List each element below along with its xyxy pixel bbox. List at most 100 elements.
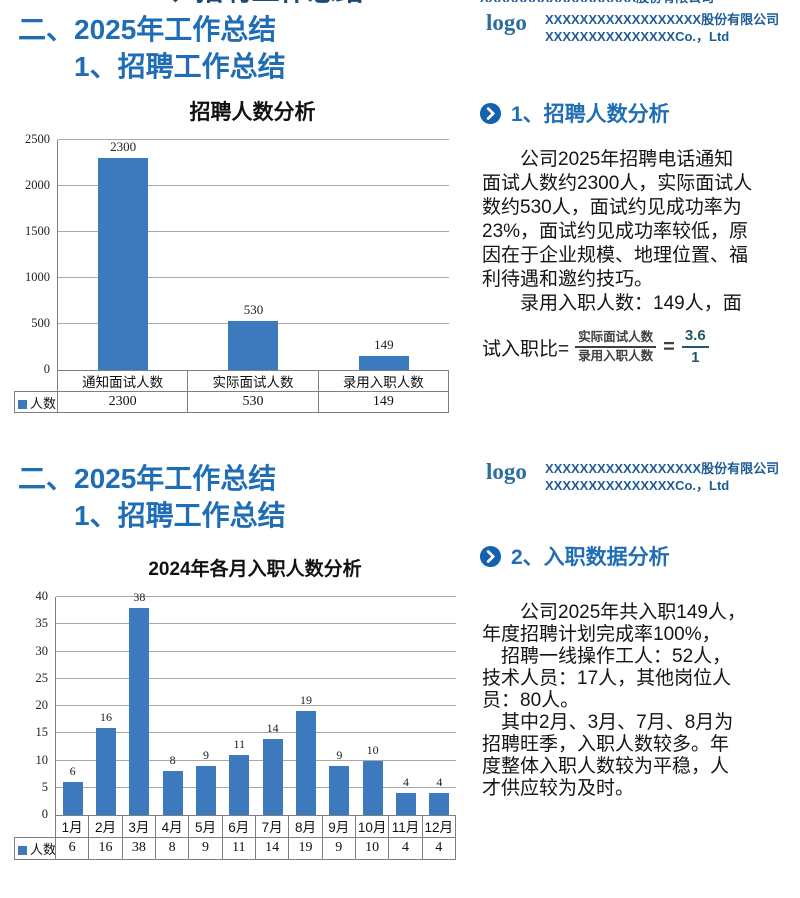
- paragraph-line: 其中2月、3月、7月、8月为: [482, 712, 734, 733]
- bar: [62, 782, 83, 815]
- value-cell: 19: [288, 836, 323, 860]
- category-cell: 4月: [154, 815, 190, 838]
- paragraph-line: 度整体入职人数较为平稳，人: [482, 756, 730, 777]
- category-cell: 录用入职人数: [317, 370, 449, 392]
- value-cell: 4: [421, 836, 456, 860]
- bar: [395, 793, 416, 815]
- bar: [358, 356, 409, 370]
- cropped-previous-title-fragment: 1、招聘工作总结: [152, 0, 452, 7]
- bar-column: 14: [256, 597, 289, 815]
- y-axis-tick-label: 20: [35, 698, 49, 712]
- gridline: [56, 623, 456, 625]
- legend-label: 人数: [30, 395, 57, 411]
- gridline: [56, 677, 456, 679]
- bar: [98, 158, 149, 370]
- paragraph-line: 公司2025年招聘电话通知: [482, 149, 734, 170]
- bar-value-label: 4: [402, 775, 409, 790]
- category-cell: 10月: [354, 815, 390, 838]
- table-corner-spacer: [15, 371, 58, 392]
- y-axis-tick-label: 15: [35, 725, 49, 740]
- formula-lead-text: 试入职比=: [482, 338, 570, 360]
- section-heading-2: 2、入职数据分析: [479, 541, 670, 571]
- section-heading-text: 2、入职数据分析: [511, 546, 670, 569]
- bar: [295, 711, 316, 815]
- bar: [95, 727, 116, 815]
- bar-value-label: 2300: [110, 139, 137, 155]
- category-cell: 5月: [188, 815, 223, 838]
- slide-title-line2: 1、招聘工作总结: [74, 500, 286, 531]
- bar-value-label: 14: [266, 720, 279, 735]
- bar: [195, 765, 216, 815]
- company-name-block: XXXXXXXXXXXXXXXXXX股份有限公司 XXXXXXXXXXXXXXX…: [545, 11, 779, 45]
- value-cell: 9: [188, 836, 223, 860]
- category-cell: 6月: [221, 815, 256, 838]
- slide-title-line2: 1、招聘工作总结: [74, 51, 286, 82]
- category-cell: 1月: [54, 815, 90, 838]
- bar-column: 38: [123, 590, 156, 815]
- company-name-en: XXXXXXXXXXXXXXXCo.，Ltd: [545, 29, 730, 44]
- bar-value-label: 6: [69, 764, 76, 779]
- value-cell: 11: [221, 836, 256, 860]
- gridline: [56, 705, 456, 706]
- formula-result-fraction: 3.6 1: [681, 326, 709, 369]
- result-denominator: 1: [691, 349, 700, 367]
- bar-column: 10: [356, 597, 389, 815]
- bar-column: 149: [319, 140, 449, 370]
- section-heading-text: 1、招聘人数分析: [511, 103, 670, 126]
- bar-value-label: 11: [233, 737, 246, 752]
- fraction-denominator: 录用入职人数: [578, 349, 654, 364]
- paragraph-line: 员：80人。: [482, 690, 580, 711]
- gridline: [58, 231, 449, 232]
- chart-title: 招聘人数分析: [189, 101, 316, 124]
- chart-data-table: 通知面试人数 实际面试人数 录用入职人数 人数 2300 530 149: [14, 370, 449, 413]
- paragraph-line: 录用入职人数：149人，面: [482, 293, 742, 314]
- bar-value-label: 10: [366, 742, 379, 757]
- legend-label: 人数: [30, 841, 56, 857]
- value-cell: 530: [187, 391, 319, 413]
- y-axis-tick-label: 500: [31, 316, 50, 330]
- paragraph-line: 因在于企业规模、地理位置、福: [482, 245, 749, 266]
- category-cell: 实际面试人数: [187, 370, 319, 392]
- gridline: [56, 650, 456, 652]
- value-cell: 2300: [56, 391, 189, 413]
- bar-column: 9: [189, 597, 222, 815]
- logo-text: logo: [486, 10, 527, 35]
- gridline: [56, 759, 456, 761]
- value-cell: 149: [317, 391, 449, 413]
- paragraph-line: 公司2025年共入职149人，: [482, 602, 746, 623]
- legend-cell: 人数: [14, 836, 56, 860]
- bar: [129, 607, 150, 815]
- analysis-paragraph: 公司2025年共入职149人， 年度招聘计划完成率100%， 招聘一线操作工人：5…: [482, 602, 800, 800]
- y-axis-tick-label: 0: [43, 362, 50, 376]
- category-cell: 7月: [254, 815, 290, 838]
- paragraph-line: 招聘旺季，入职人数较多。年: [482, 734, 730, 755]
- bar: [228, 321, 279, 370]
- paragraph-line: 年度招聘计划完成率100%，: [482, 624, 721, 645]
- interview-hire-ratio-formula: 试入职比= 实际面试人数 录用入职人数 = 3.6 1: [482, 326, 709, 369]
- chart-title: 2024年各月入职人数分析: [148, 559, 362, 580]
- bar-column: 9: [323, 597, 356, 815]
- fraction-numerator: 实际面试人数: [575, 329, 657, 349]
- bar: [229, 755, 250, 815]
- bar-column: 16: [89, 597, 122, 815]
- paragraph-line: 招聘一线操作工人：52人，: [482, 646, 732, 667]
- bar-value-label: 9: [336, 747, 343, 762]
- bar: [329, 765, 350, 815]
- paragraph-line: 面试人数约2300人，实际面试人: [482, 173, 753, 194]
- paragraph-line: 才供应较为及时。: [482, 778, 635, 799]
- category-row: 1月 2月 3月 4月 5月 6月 7月 8月 9月 10月 11月 12月: [15, 815, 456, 838]
- bar-value-label: 4: [436, 775, 443, 790]
- bar-column: 6: [56, 597, 89, 815]
- bar-value-label: 16: [99, 709, 112, 724]
- y-axis-tick-label: 0: [41, 807, 48, 821]
- bar-value-label: 9: [202, 747, 209, 762]
- slide-1: 二、2025年工作总结 1、招聘工作总结 logo XXXXXXXXXXXXXX…: [14, 10, 779, 413]
- bar: [362, 760, 383, 815]
- gridline: [56, 786, 456, 788]
- legend-swatch-icon: [18, 845, 27, 855]
- monthly-onboarding-chart: 2024年各月入职人数分析 6 16 38 8 9 11 14 19 9 10 4 4 0 5 10 15 20 2…: [14, 554, 458, 862]
- legend-swatch-icon: [18, 399, 27, 409]
- arrow-circle-icon: [479, 102, 502, 124]
- y-axis-tick-label: 35: [35, 616, 49, 631]
